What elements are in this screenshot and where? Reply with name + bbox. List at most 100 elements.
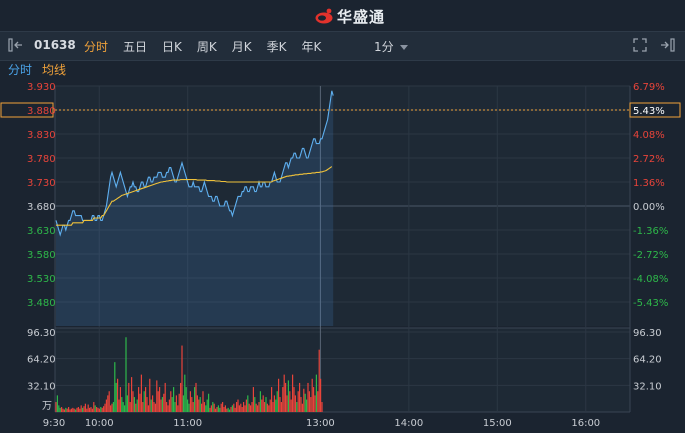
volume-bar [115, 382, 117, 412]
volume-bar [163, 393, 165, 412]
volume-bar [268, 405, 270, 412]
volume-bar [191, 397, 193, 412]
volume-bar [75, 409, 77, 412]
price-tick-label: 3.480 [27, 298, 56, 309]
crosshair-price-box [0, 102, 54, 118]
volume-tick-label-right: 64.20 [633, 355, 662, 366]
volume-bar [138, 387, 140, 412]
volume-bar [181, 345, 183, 412]
volume-bar [111, 403, 113, 412]
volume-bar [160, 399, 162, 412]
volume-bar [301, 403, 303, 412]
price-tick-label: 3.580 [27, 250, 56, 261]
collapse-right-icon[interactable] [659, 38, 675, 52]
volume-bar [84, 403, 86, 412]
volume-bar [265, 397, 267, 412]
volume-bar [286, 395, 288, 412]
volume-bar [58, 405, 60, 412]
volume-bar [257, 405, 259, 412]
volume-bar [184, 374, 186, 412]
volume-bar [166, 402, 168, 412]
volume-bar [254, 397, 256, 412]
volume-bar [223, 407, 225, 412]
crosshair-price-label: 3.880 [27, 106, 56, 117]
volume-bar [129, 402, 131, 412]
time-tick-label: 9:30 [43, 418, 65, 429]
intraday-chart[interactable]: 3.930 3.830 3.780 3.730 3.680 3.630 3.580 3.530… [0, 78, 685, 433]
volume-bar [304, 393, 306, 412]
volume-bar [157, 391, 159, 412]
volume-bar [66, 408, 68, 412]
volume-bar [150, 399, 152, 412]
tab-daily-k[interactable]: 日K [162, 40, 182, 54]
volume-bar [182, 395, 184, 412]
volume-bar [219, 407, 221, 412]
fullscreen-icon[interactable] [633, 38, 647, 52]
time-tick-label: 11:00 [173, 418, 202, 429]
volume-bar [283, 374, 285, 412]
volume-bar [114, 362, 116, 412]
volume-bar [122, 402, 124, 412]
time-tick-label: 14:00 [394, 418, 423, 429]
volume-bar [159, 387, 161, 412]
volume-bar [117, 378, 119, 412]
price-tick-label: 3.630 [27, 226, 56, 237]
volume-bar [110, 405, 112, 412]
tab-monthly-k[interactable]: 月K [231, 40, 252, 54]
volume-bar [217, 405, 219, 412]
volume-bar [153, 402, 155, 412]
volume-bar [62, 408, 64, 412]
time-tick-label: 15:00 [483, 418, 512, 429]
volume-bar [209, 407, 211, 412]
volume-bar [203, 402, 205, 412]
volume-bar [215, 408, 217, 412]
volume-bar [142, 402, 144, 412]
volume-bar [143, 391, 145, 412]
tab-quarterly-k[interactable]: 季K [266, 40, 287, 54]
volume-bar [276, 391, 278, 412]
volume-bar [280, 402, 282, 412]
volume-bar [205, 405, 207, 412]
volume-bar [104, 403, 106, 412]
logo-icon [315, 8, 333, 24]
volume-bar [118, 399, 120, 412]
indicator-bar: 分时 均线 [0, 60, 685, 78]
avg-price-line [56, 166, 333, 226]
tab-intraday[interactable]: 分时 [84, 40, 109, 54]
volume-bar [293, 387, 295, 412]
volume-bar [202, 391, 204, 412]
volume-bar [306, 399, 308, 412]
tab-yearly-k[interactable]: 年K [301, 40, 322, 54]
volume-bar [231, 405, 233, 412]
volume-bar [87, 404, 89, 412]
tab-weekly-k[interactable]: 周K [196, 40, 217, 54]
crosshair-pct-box [629, 102, 681, 118]
collapse-left-icon[interactable] [8, 38, 24, 52]
volume-bar [61, 407, 63, 412]
volume-bar [237, 399, 239, 412]
volume-bar [105, 399, 107, 412]
volume-bar [93, 402, 95, 412]
pct-tick-label: -4.08% [633, 274, 668, 285]
tab-five-day[interactable]: 五日 [123, 40, 148, 54]
volume-bar [98, 408, 100, 412]
volume-bar [188, 403, 190, 412]
volume-bar [212, 402, 214, 412]
pct-tick-label: 4.08% [633, 130, 665, 141]
volume-tick-label-left: 64.20 [27, 355, 56, 366]
volume-bar [234, 407, 236, 412]
volume-bar [139, 393, 141, 412]
avg-line-label[interactable]: 均线 [42, 63, 67, 77]
mode-label[interactable]: 分时 [8, 63, 33, 77]
volume-bar [178, 393, 180, 412]
interval-select[interactable]: 1分 [374, 38, 408, 55]
volume-tick-label-right: 32.10 [633, 381, 662, 392]
volume-bar [124, 405, 126, 412]
volume-bar [208, 393, 210, 412]
volume-bar [195, 382, 197, 412]
volume-bar [273, 395, 275, 412]
volume-bar [156, 380, 158, 412]
volume-bar [86, 408, 88, 412]
volume-bar [285, 382, 287, 412]
volume-bar [278, 378, 280, 412]
